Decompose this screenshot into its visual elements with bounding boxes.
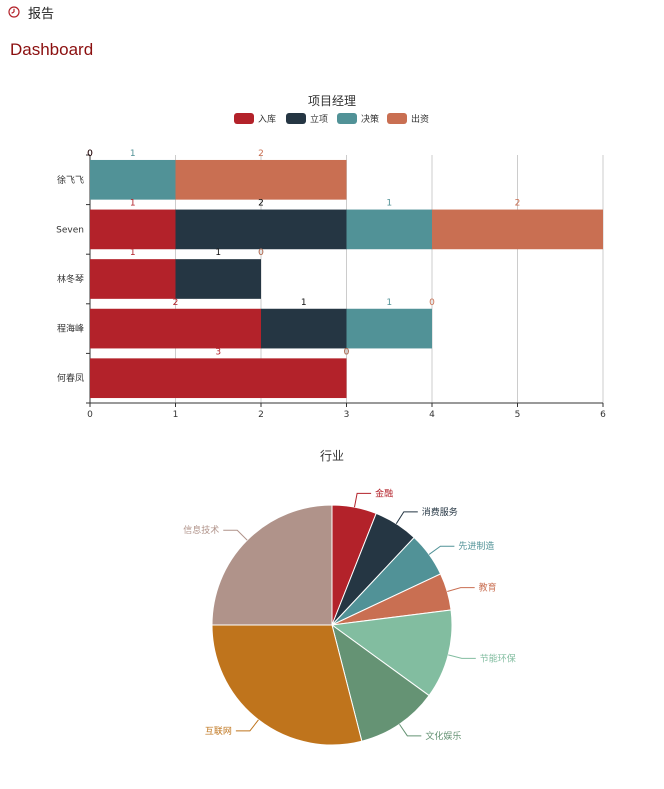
data-label: 1 [130, 149, 136, 159]
pie-chart-title: 行业 [320, 449, 344, 463]
data-label: 0 [87, 149, 93, 159]
bar-segment[interactable] [90, 358, 347, 399]
legend-label: 入库 [258, 113, 276, 125]
pie-label-line [223, 529, 248, 541]
data-label: 1 [215, 248, 221, 258]
bar-segment[interactable] [90, 159, 176, 200]
legend-item-3[interactable]: 出资 [387, 113, 429, 125]
category-label: 林冬琴 [57, 273, 84, 285]
bar-segment[interactable] [175, 159, 347, 200]
legend-swatch [387, 113, 407, 124]
pie-slice-label: 文化娱乐 [425, 730, 461, 742]
pie-slice-label: 节能环保 [480, 652, 516, 664]
legend-item-0[interactable]: 入库 [234, 113, 276, 125]
data-label: 0 [429, 298, 435, 308]
bar-segment[interactable] [90, 259, 176, 299]
pie-slice-label: 先进制造 [458, 540, 494, 552]
data-label: 1 [301, 298, 307, 308]
category-label: Seven [56, 225, 84, 235]
data-label: 1 [130, 199, 136, 209]
x-tick-label: 5 [515, 410, 521, 420]
report-header: 报告 [8, 3, 55, 22]
bar-segment[interactable] [90, 308, 261, 349]
category-label: 何春凤 [57, 372, 84, 384]
bar-segment[interactable] [432, 209, 603, 250]
data-label: 0 [87, 149, 93, 159]
legend-swatch [286, 113, 306, 124]
page-title: Dashboard [10, 40, 94, 59]
pie-slice-label: 消费服务 [422, 506, 458, 518]
category-label: 程海峰 [57, 323, 84, 335]
x-tick-label: 3 [344, 410, 350, 420]
x-tick-label: 6 [600, 410, 606, 420]
data-label: 2 [515, 199, 521, 209]
x-tick-label: 2 [258, 410, 264, 420]
report-title: 报告 [28, 6, 55, 22]
pie-label-line [399, 723, 422, 737]
pie-label-line [447, 587, 475, 593]
legend-item-1[interactable]: 立项 [286, 113, 328, 125]
data-label: 0 [344, 347, 350, 357]
data-label: 1 [386, 199, 392, 209]
legend-label: 决策 [361, 113, 379, 125]
data-label: 1 [386, 298, 392, 308]
pie-label-line [395, 511, 418, 524]
pie-slice[interactable] [211, 504, 333, 626]
bar-segment[interactable] [90, 209, 176, 250]
data-label: 3 [215, 347, 221, 357]
pie-label-line [353, 492, 372, 508]
pie-slice-label: 信息技术 [183, 524, 219, 536]
x-tick-label: 0 [87, 410, 93, 420]
pie-label-line [235, 719, 259, 732]
legend-swatch [234, 113, 254, 124]
legend-label: 立项 [310, 113, 328, 125]
category-label: 徐飞飞 [57, 174, 84, 186]
bar-segment[interactable] [261, 308, 347, 349]
pie-label-line [428, 545, 455, 555]
bar-chart-title: 项目经理 [308, 94, 356, 108]
legend-item-2[interactable]: 决策 [337, 113, 379, 125]
pie-slice-label: 金融 [375, 487, 393, 499]
data-label: 0 [258, 248, 264, 258]
clock-icon [8, 6, 20, 18]
bar-segment[interactable] [175, 209, 347, 250]
pie-slice-label: 互联网 [205, 726, 232, 737]
data-label: 2 [258, 149, 264, 159]
legend-label: 出资 [411, 113, 429, 125]
pie-slice-label: 教育 [479, 582, 497, 594]
x-tick-label: 1 [173, 410, 179, 420]
data-label: 0 [344, 347, 350, 357]
data-label: 1 [130, 248, 136, 258]
data-label: 0 [258, 248, 264, 258]
pie-slice[interactable] [331, 623, 430, 742]
bar-segment[interactable] [346, 308, 433, 349]
data-label: 0 [344, 347, 350, 357]
pie-label-line [448, 654, 476, 659]
bar-segment[interactable] [346, 209, 433, 250]
bar-segment[interactable] [175, 259, 262, 299]
legend-swatch [337, 113, 357, 124]
data-label: 2 [173, 298, 179, 308]
data-label: 2 [258, 199, 264, 209]
x-tick-label: 4 [429, 410, 435, 420]
